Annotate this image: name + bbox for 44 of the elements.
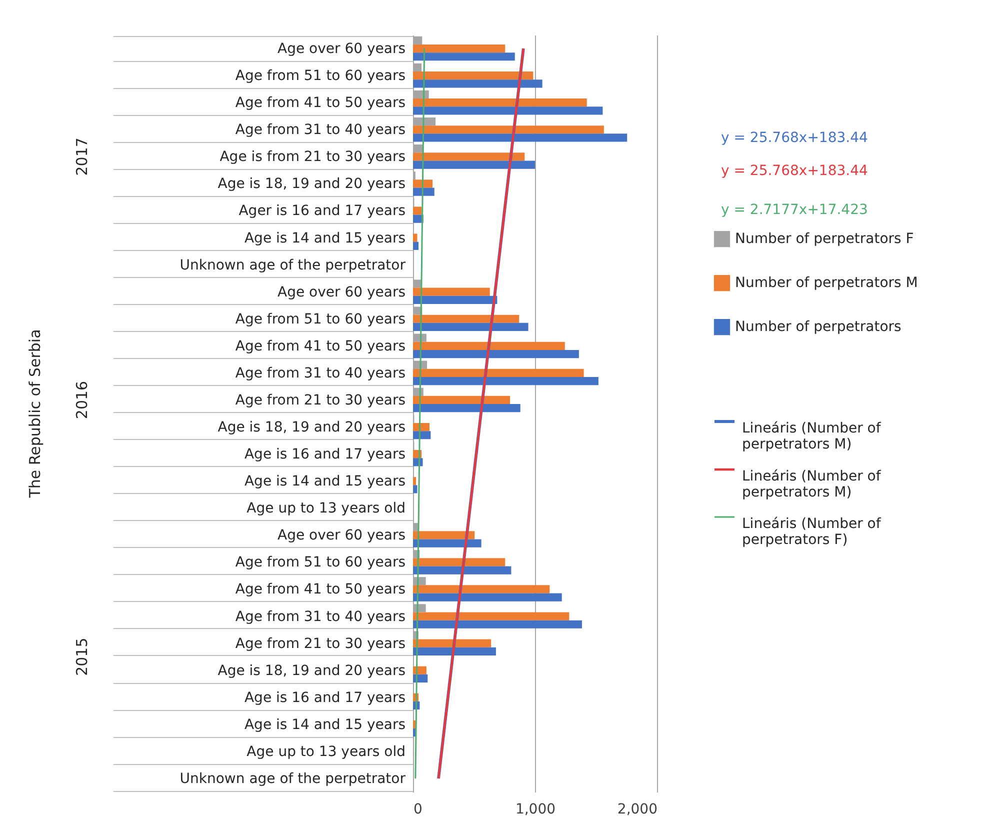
y-tick-label: Age over 60 years (278, 284, 406, 300)
y-tick-label: Age is 14 and 15 years (244, 716, 406, 733)
y-tick-label: Unknown age of the perpetrator (180, 770, 406, 787)
y-tick-label: Age from 21 to 30 years (235, 636, 406, 652)
legend-label: Lineáris (Number of perpetrators F) (742, 516, 882, 548)
y-tick-label: Age from 41 to 50 years (235, 582, 406, 598)
y-tick-label: Unknown age of the perpetrator (180, 257, 406, 274)
y-tick-label: Age is 16 and 17 years (244, 690, 406, 706)
y-tick-label: Ager is 16 and 17 years (238, 203, 406, 220)
text: y = 25.768x+183.44 (721, 163, 868, 179)
y-tick-label: Age is 14 and 15 years (244, 474, 406, 490)
text: 2016 (73, 380, 91, 420)
legend-label: Number of perpetrators M (735, 275, 918, 291)
legend-label: Number of perpetrators (735, 319, 902, 335)
legend-label: Number of perpetrators F (735, 231, 914, 247)
y-tick-label: Age up to 13 years old (246, 744, 406, 760)
y-tick-label: Age is 18, 19 and 20 years (218, 176, 406, 192)
x-tick-label: 1,000 (515, 802, 556, 818)
text: 2017 (73, 138, 91, 176)
y-tick-label: Age over 60 years (278, 41, 406, 58)
y-tick-label: Age from 51 to 60 years (235, 311, 406, 328)
text: y = 2.7177x+17.423 (721, 202, 868, 218)
x-tick-label: 0 (414, 802, 422, 818)
text: 2015 (73, 638, 91, 676)
y-tick-label: Age over 60 years (278, 528, 406, 544)
y-tick-label: Age from 41 to 50 years (235, 95, 406, 112)
y-tick-label: Age is 16 and 17 years (244, 446, 406, 463)
y-tick-label: Age from 21 to 30 years (235, 392, 406, 408)
y-tick-label: Age up to 13 years old (246, 500, 406, 517)
y-tick-label: Age from 31 to 40 years (235, 122, 406, 138)
y-tick-label: Age is 18, 19 and 20 years (218, 662, 406, 679)
y-tick-label: Age from 31 to 40 years (235, 365, 406, 382)
y-tick-label: Age is 18, 19 and 20 years (218, 420, 406, 436)
legend-label: Lineáris (Number of perpetrators M) (742, 420, 882, 452)
text: y = 25.768x+183.44 (721, 130, 868, 146)
y-tick-label: Age from 41 to 50 years (235, 338, 406, 354)
y-tick-label: Age from 51 to 60 years (235, 68, 406, 84)
y-tick-label: Age from 51 to 60 years (235, 554, 406, 571)
x-tick-label: 2,000 (617, 802, 658, 818)
y-tick-label: Age from 31 to 40 years (235, 608, 406, 625)
y-tick-label: Age is 14 and 15 years (244, 230, 406, 246)
y-tick-label: Age is from 21 to 30 years (220, 149, 406, 166)
legend-label: Lineáris (Number of perpetrators M) (742, 468, 882, 500)
text: The Republic of Serbia (26, 329, 44, 499)
